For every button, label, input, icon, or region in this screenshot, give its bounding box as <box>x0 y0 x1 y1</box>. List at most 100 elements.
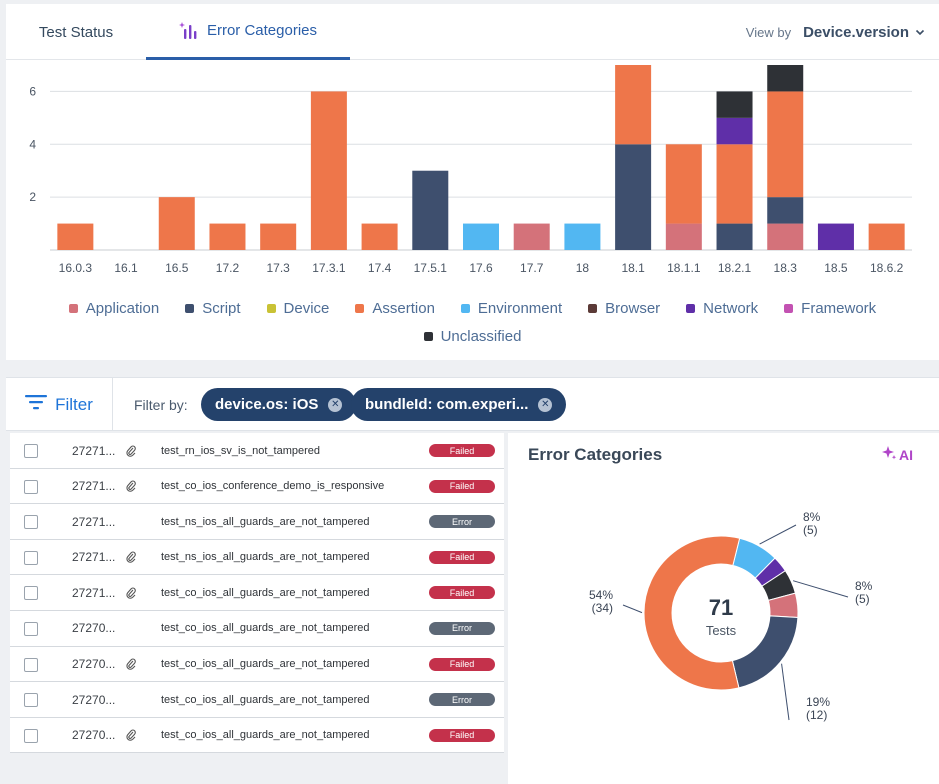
legend-label: Application <box>85 299 160 317</box>
view-by-label: View by <box>745 24 792 40</box>
table-row[interactable]: 27270... test_co_ios_all_guards_are_not_t… <box>10 718 504 754</box>
x-tick-label: 16.5 <box>165 261 189 275</box>
legend-item-framework[interactable]: Framework <box>784 300 876 317</box>
legend-item-unclassified[interactable]: Unclassified <box>423 328 521 345</box>
tab-test-status[interactable]: Test Status <box>6 4 146 60</box>
legend-swatch <box>185 303 195 313</box>
callout-leader-line <box>792 580 849 598</box>
table-row[interactable]: 27270... test_co_ios_all_guards_are_not_t… <box>10 647 504 683</box>
row-checkbox[interactable] <box>24 728 38 743</box>
table-row[interactable]: 27271... test_rn_ios_sv_is_not_tampered Fa… <box>10 433 504 469</box>
filter-chip-bundle-id[interactable]: bundleId: com.experi... ✕ <box>351 388 567 421</box>
row-checkbox[interactable] <box>24 657 38 672</box>
bar-segment-unclassified <box>716 91 753 118</box>
row-checkbox[interactable] <box>24 444 38 458</box>
bar-segment-assertion <box>209 223 246 250</box>
callout-percent: 54% <box>589 588 613 602</box>
bar-segment-environment <box>564 223 601 250</box>
test-id: 27271... <box>72 443 116 458</box>
test-name[interactable]: test_co_ios_all_guards_are_not_tampered <box>161 586 370 599</box>
table-row[interactable]: 27271... test_ns_ios_all_guards_are_not_t… <box>10 504 504 540</box>
callout-leader-line <box>622 604 643 614</box>
status-badge: Failed <box>429 479 495 493</box>
legend-item-application[interactable]: Application <box>68 299 160 317</box>
status-badge: Failed <box>429 586 495 600</box>
test-name[interactable]: test_ns_ios_all_guards_are_not_tampered <box>161 551 370 564</box>
sparkle-icon <box>881 445 897 464</box>
legend-label: Browser <box>605 299 661 317</box>
status-badge: Failed <box>429 444 495 457</box>
callout-count: (5) <box>803 523 818 537</box>
filter-button[interactable]: Filter <box>6 378 113 431</box>
x-tick-label: 16.1 <box>114 261 138 275</box>
filter-button-label: Filter <box>55 394 93 414</box>
test-name[interactable]: test_co_ios_all_guards_are_not_tampered <box>161 658 370 671</box>
tab-label: Error Categories <box>206 22 318 39</box>
legend-label: Network <box>703 299 759 317</box>
legend-item-device[interactable]: Device <box>266 300 329 317</box>
legend-item-network[interactable]: Network <box>686 300 758 317</box>
test-name[interactable]: test_co_ios_conference_demo_is_responsiv… <box>161 480 385 493</box>
legend-label: Script <box>202 299 241 317</box>
row-checkbox[interactable] <box>24 621 38 636</box>
row-checkbox[interactable] <box>24 693 38 708</box>
view-by-select[interactable]: Device.version <box>803 24 925 41</box>
donut-slice-script <box>731 615 799 689</box>
test-name[interactable]: test_co_ios_all_guards_are_not_tampered <box>161 693 370 706</box>
legend-label: Environment <box>477 299 563 317</box>
chevron-down-icon <box>915 24 925 41</box>
test-name[interactable]: test_rn_ios_sv_is_not_tampered <box>161 444 320 457</box>
bar-segment-unclassified <box>767 65 804 92</box>
bar-segment-script <box>767 197 804 224</box>
bar-segment-application <box>665 223 702 250</box>
row-checkbox[interactable] <box>24 550 38 565</box>
filter-chip-device-os[interactable]: device.os: iOS ✕ <box>201 388 357 421</box>
ai-button[interactable]: AI <box>881 445 913 464</box>
status-badge: Failed <box>429 728 495 742</box>
bar-segment-assertion <box>868 223 905 250</box>
legend-item-environment[interactable]: Environment <box>460 299 563 317</box>
test-id: 27270... <box>72 621 116 636</box>
table-row[interactable]: 27271... test_co_ios_conference_demo_is_r… <box>10 469 504 505</box>
table-row[interactable]: 27270... test_co_ios_all_guards_are_not_t… <box>10 611 504 647</box>
row-checkbox[interactable] <box>24 586 38 601</box>
x-tick-label: 18.2.1 <box>718 261 752 275</box>
close-icon[interactable]: ✕ <box>328 397 343 412</box>
legend-item-browser[interactable]: Browser <box>588 300 660 317</box>
legend-swatch <box>68 303 78 313</box>
legend-row: Application Script Device Assertion Environm… <box>6 294 939 322</box>
callout-count: (5) <box>855 592 870 606</box>
x-tick-label: 17.7 <box>520 261 544 275</box>
paperclip-icon <box>126 718 136 753</box>
test-name[interactable]: test_ns_ios_all_guards_are_not_tampered <box>161 515 370 528</box>
bar-segment-script <box>615 144 652 250</box>
legend-item-script[interactable]: Script <box>185 299 241 317</box>
panel-title: Error Categories <box>528 445 663 464</box>
bar-segment-assertion <box>310 91 347 250</box>
legend-swatch <box>460 303 470 313</box>
x-tick-label: 17.6 <box>469 261 493 275</box>
row-checkbox[interactable] <box>24 479 38 494</box>
table-row[interactable]: 27270... test_co_ios_all_guards_are_not_t… <box>10 682 504 718</box>
bar-segment-environment <box>463 223 499 250</box>
close-icon[interactable]: ✕ <box>538 397 553 412</box>
filter-by-label: Filter by: <box>134 396 188 413</box>
legend-item-assertion[interactable]: Assertion <box>355 300 435 317</box>
row-checkbox[interactable] <box>24 515 38 530</box>
stacked-bar-chart: 2 4 6 16.0.3 16.1 16.5 17.2 17.3 17.3.1 17.4 17.5.… <box>29 65 912 275</box>
callout-count: (34) <box>592 601 613 615</box>
tab-error-categories[interactable]: Error Categories <box>146 4 350 60</box>
table-row[interactable]: 27271... test_co_ios_all_guards_are_not_t… <box>10 575 504 611</box>
legend-row: Unclassified <box>6 322 939 350</box>
bar-segment-network <box>716 117 753 145</box>
test-name[interactable]: test_co_ios_all_guards_are_not_tampered <box>161 729 370 742</box>
callout-percent: 19% <box>806 695 830 709</box>
sparkle-bars-icon <box>178 21 199 41</box>
status-badge: Failed <box>429 550 495 564</box>
test-name[interactable]: test_co_ios_all_guards_are_not_tampered <box>161 622 370 635</box>
test-id: 27271... <box>72 585 116 600</box>
table-row[interactable]: 27271... test_ns_ios_all_guards_are_not_t… <box>10 540 504 576</box>
paperclip-icon <box>126 540 136 575</box>
status-badge: Error <box>429 693 495 707</box>
